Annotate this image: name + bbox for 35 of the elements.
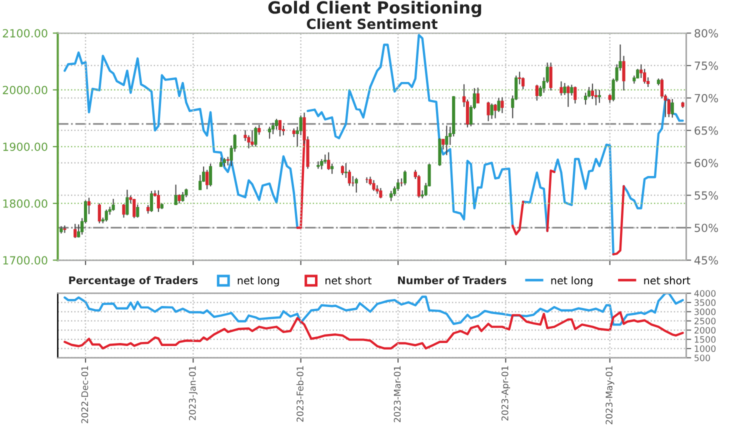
y2-tick-label: 4000	[694, 290, 716, 297]
legend-label: net short	[326, 276, 372, 284]
x-tick-label: 2023-Jan-01	[188, 366, 198, 420]
legend-label: net long	[551, 276, 592, 286]
y2-tick-label: 65%	[694, 126, 718, 135]
x-tick-label: 2023-Feb-01	[296, 366, 304, 422]
y-tick-label: 2000.00	[2, 86, 48, 94]
y2-tick-label: 2000	[694, 326, 716, 334]
legend-title: Number of Traders	[398, 276, 506, 284]
chart-subtitle: Client Sentiment	[306, 18, 438, 30]
y-tick-label: 1700.00	[3, 256, 48, 265]
legend-title: Percentage of Traders	[69, 276, 198, 286]
y2-tick-label: 55%	[694, 191, 718, 200]
y2-tick-label: 1500	[694, 336, 716, 343]
y-tick-label: 1900.00	[3, 142, 48, 152]
x-tick-label: 2023-May-01	[606, 366, 614, 424]
x-tick-label: 2023-Mar-01	[394, 366, 401, 422]
y2-tick-label: 60%	[694, 158, 718, 168]
y2-tick-label: 3500	[694, 299, 716, 306]
y2-tick-label: 3000	[694, 308, 716, 316]
y2-tick-label: 70%	[694, 94, 718, 102]
y2-tick-label: 75%	[694, 62, 718, 70]
y-tick-label: 2100.00	[2, 29, 48, 38]
chart-title: Gold Client Positioning	[268, 0, 482, 18]
legend-label: net long	[238, 276, 279, 286]
y2-tick-label: 500	[694, 354, 710, 362]
y-tick-label: 1800.00	[3, 199, 48, 208]
y2-tick-label: 45%	[694, 256, 718, 265]
x-tick-label: 2022-Dec-01	[81, 366, 88, 424]
x-tick-label: 2023-Apr-01	[501, 366, 510, 421]
y2-tick-label: 80%	[694, 29, 718, 38]
y2-tick-label: 50%	[694, 224, 718, 232]
y2-tick-label: 2500	[694, 318, 716, 324]
y2-tick-label: 1000	[694, 345, 716, 352]
legend-label: net short	[644, 276, 690, 284]
